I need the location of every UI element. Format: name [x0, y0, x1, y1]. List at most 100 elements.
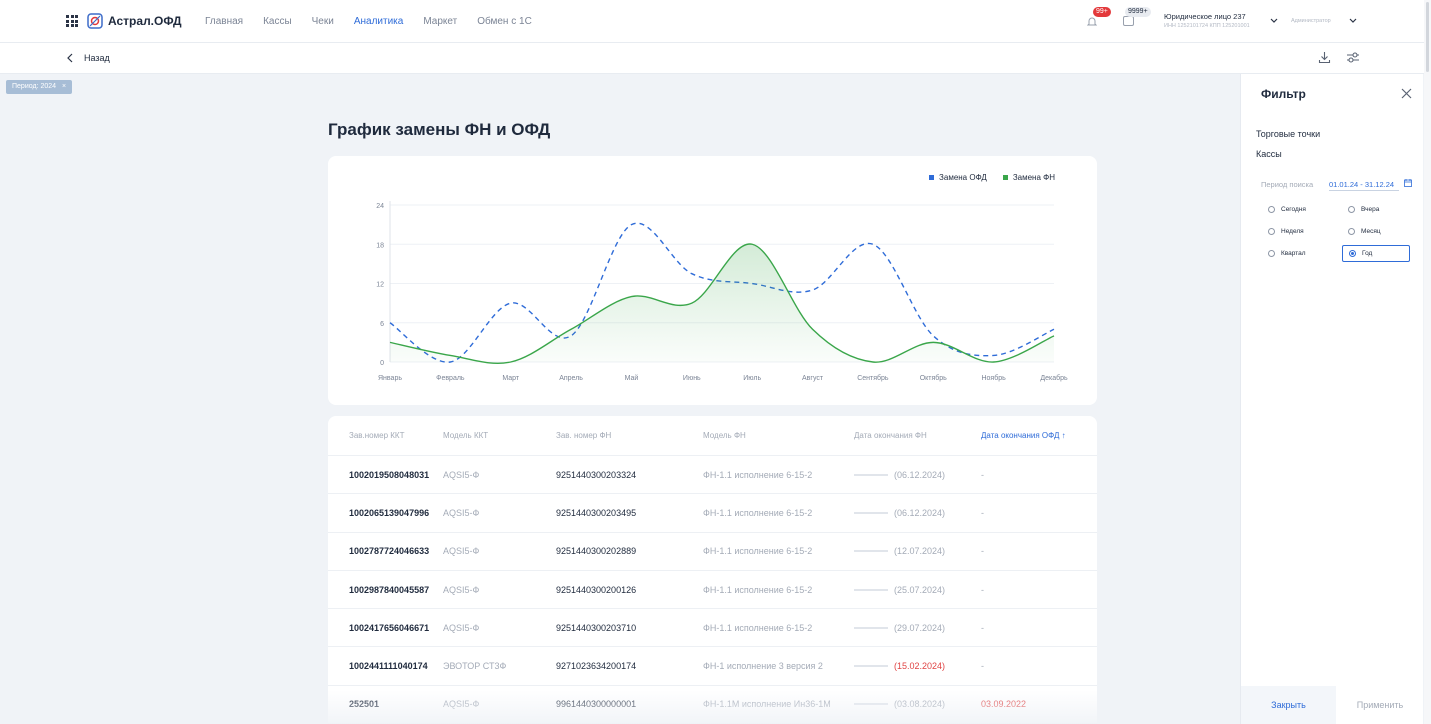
apps-grid-icon[interactable] [66, 15, 78, 27]
org-details: ИНН 1252101724 КПП 125201001 [1164, 23, 1250, 29]
cell-kkt-number: 1002987840045587 [349, 584, 430, 595]
cell-ofd-end-date: - [981, 622, 984, 633]
x-tick-label: Август [802, 375, 824, 382]
cell-fn-end-date: (15.02.2024) [854, 661, 981, 671]
chart-legend: Замена ОФД Замена ФН [929, 173, 1055, 182]
col-header-fn-end-date[interactable]: Дата окончания ФН [854, 431, 927, 440]
cell-fn-model: ФН-1.1 исполнение 6-15-2 [703, 507, 813, 518]
cell-fn-end-date: (06.12.2024) [854, 470, 981, 480]
logo-text[interactable]: Астрал.ОФД [108, 14, 182, 28]
nav-item-registers[interactable]: Кассы [263, 16, 292, 27]
progress-bar [854, 626, 888, 629]
chip-label: Период: 2024 [12, 83, 57, 90]
bell-icon[interactable] [1087, 16, 1097, 27]
back-button[interactable]: Назад [84, 53, 110, 63]
progress-bar [854, 550, 888, 553]
fn-end-date-text: (25.07.2024) [894, 584, 946, 595]
x-tick-label: Март [502, 375, 520, 382]
user-role[interactable]: Администратор [1291, 18, 1331, 24]
col-header-ofd-end-date[interactable]: Дата окончания ОФД ↑ [981, 431, 1066, 440]
legend-item-fn[interactable]: Замена ФН [1002, 173, 1055, 182]
cell-fn-end-date: (29.07.2024) [854, 623, 981, 633]
period-input[interactable]: 01.01.24 - 31.12.24 [1329, 180, 1399, 191]
legend-item-ofd[interactable]: Замена ОФД [929, 173, 987, 182]
filter-registers[interactable]: Кассы [1256, 149, 1282, 159]
cell-fn-number: 9251440300203495 [556, 507, 637, 518]
download-icon[interactable] [1318, 51, 1331, 64]
progress-bar [854, 665, 888, 668]
table-row[interactable]: 1002787724046633 AQSI5-Ф 9251440300202889 Ф… [328, 533, 1097, 571]
cell-ofd-end-date: - [981, 507, 984, 518]
col-header-fn-model[interactable]: Модель ФН [703, 431, 746, 440]
radio-circle [1348, 206, 1355, 213]
radio-label: Неделя [1281, 228, 1304, 235]
line-chart: 24 18 12 6 0 Январь Февраль Март Апрель Май Июнь Ию… [376, 201, 1068, 382]
col-header-fn-number[interactable]: Зав. номер ФН [556, 431, 612, 440]
filter-outlets[interactable]: Торговые точки [1256, 129, 1321, 139]
cell-kkt-number: 1002019508048031 [349, 469, 430, 480]
cell-ofd-end-date: - [981, 661, 984, 672]
cell-kkt-number: 1002441111040174 [349, 661, 428, 672]
notifications-badge: 99+ [1093, 7, 1111, 17]
x-tick-label: Декабрь [1040, 374, 1068, 382]
cell-fn-end-date: (25.07.2024) [854, 585, 981, 595]
radio-quarter[interactable]: Квартал [1262, 245, 1330, 262]
series-line-fn[interactable] [389, 243, 1055, 364]
series-line-ofd[interactable] [389, 222, 1055, 363]
radio-label: Сегодня [1281, 206, 1306, 213]
radio-circle [1268, 228, 1275, 235]
chevron-left-icon[interactable] [67, 53, 73, 63]
radio-yesterday[interactable]: Вчера [1342, 201, 1410, 218]
org-name: Юридическое лицо 237 [1164, 12, 1246, 21]
fn-end-date-text: (15.02.2024) [894, 661, 946, 672]
messages-icon[interactable] [1123, 16, 1134, 26]
cell-fn-model: ФН-1 исполнение 3 версия 2 [703, 661, 823, 672]
table-row[interactable]: 1002417656046671 AQSI5-Ф 9251440300203710 Ф… [328, 609, 1097, 648]
logo-icon[interactable] [87, 13, 103, 29]
nav-item-receipts[interactable]: Чеки [311, 16, 334, 27]
filter-settings-icon[interactable] [1346, 51, 1360, 64]
y-tick-label: 0 [380, 360, 384, 367]
legend-label-fn: Замена ФН [1012, 173, 1055, 182]
radio-label: Год [1362, 250, 1373, 257]
page-scrollbar[interactable] [1424, 0, 1431, 724]
calendar-icon[interactable] [1404, 179, 1412, 187]
col-header-kkt-number[interactable]: Зав.номер ККТ [349, 431, 405, 440]
x-tick-label: Июль [743, 375, 761, 382]
top-navigation-bar: Астрал.ОФД Главная Кассы Чеки Аналитика … [0, 0, 1431, 43]
page-title: График замены ФН и ОФД [328, 120, 551, 139]
kkt-table: Зав.номер ККТ Модель ККТ Зав. номер ФН М… [328, 416, 1097, 724]
radio-week[interactable]: Неделя [1262, 223, 1330, 240]
radio-today[interactable]: Сегодня [1262, 201, 1330, 218]
radio-circle [1348, 228, 1355, 235]
col-header-kkt-model[interactable]: Модель ККТ [443, 431, 489, 440]
radio-year[interactable]: Год [1342, 245, 1410, 262]
x-tick-label: Январь [378, 375, 402, 382]
main-nav: Главная Кассы Чеки Аналитика Маркет Обме… [205, 16, 532, 27]
nav-item-home[interactable]: Главная [205, 16, 244, 27]
chip-close-icon[interactable]: × [62, 83, 67, 90]
x-tick-label: Июнь [683, 375, 701, 382]
apply-button[interactable]: Применить [1356, 700, 1404, 710]
legend-swatch-ofd [929, 175, 935, 180]
radio-month[interactable]: Месяц [1342, 223, 1410, 240]
nav-item-market[interactable]: Маркет [423, 16, 458, 27]
nav-item-analytics[interactable]: Аналитика [353, 16, 404, 27]
close-button[interactable]: Закрыть [1241, 686, 1336, 724]
x-tick-label: Сентябрь [857, 374, 889, 382]
table-row[interactable]: 1002987840045587 AQSI5-Ф 9251440300200126 Ф… [328, 571, 1097, 610]
table-row[interactable]: 1002065139047996 AQSI5-Ф 9251440300203495 Ф… [328, 494, 1097, 533]
legend-label-ofd: Замена ОФД [939, 173, 987, 182]
chevron-down-icon[interactable] [1349, 18, 1357, 24]
bottom-fade [0, 690, 1240, 724]
table-row[interactable]: 1002019508048031 AQSI5-Ф 9251440300203324 Ф… [328, 456, 1097, 495]
cell-kkt-number: 1002787724046633 [349, 546, 430, 557]
cell-fn-model: ФН-1.1 исполнение 6-15-2 [703, 469, 813, 480]
nav-item-1c-exchange[interactable]: Обмен с 1С [477, 16, 532, 27]
cell-fn-number: 9251440300202889 [556, 546, 637, 557]
close-icon[interactable] [1401, 88, 1412, 99]
legend-swatch-fn [1002, 175, 1008, 180]
table-row[interactable]: 1002441111040174 ЭВОТОР СТ3Ф 9271023634200… [328, 647, 1097, 686]
chevron-down-icon[interactable] [1270, 18, 1278, 24]
organization-selector[interactable]: Юридическое лицо 237 ИНН 1252101724 КПП … [1164, 12, 1250, 29]
